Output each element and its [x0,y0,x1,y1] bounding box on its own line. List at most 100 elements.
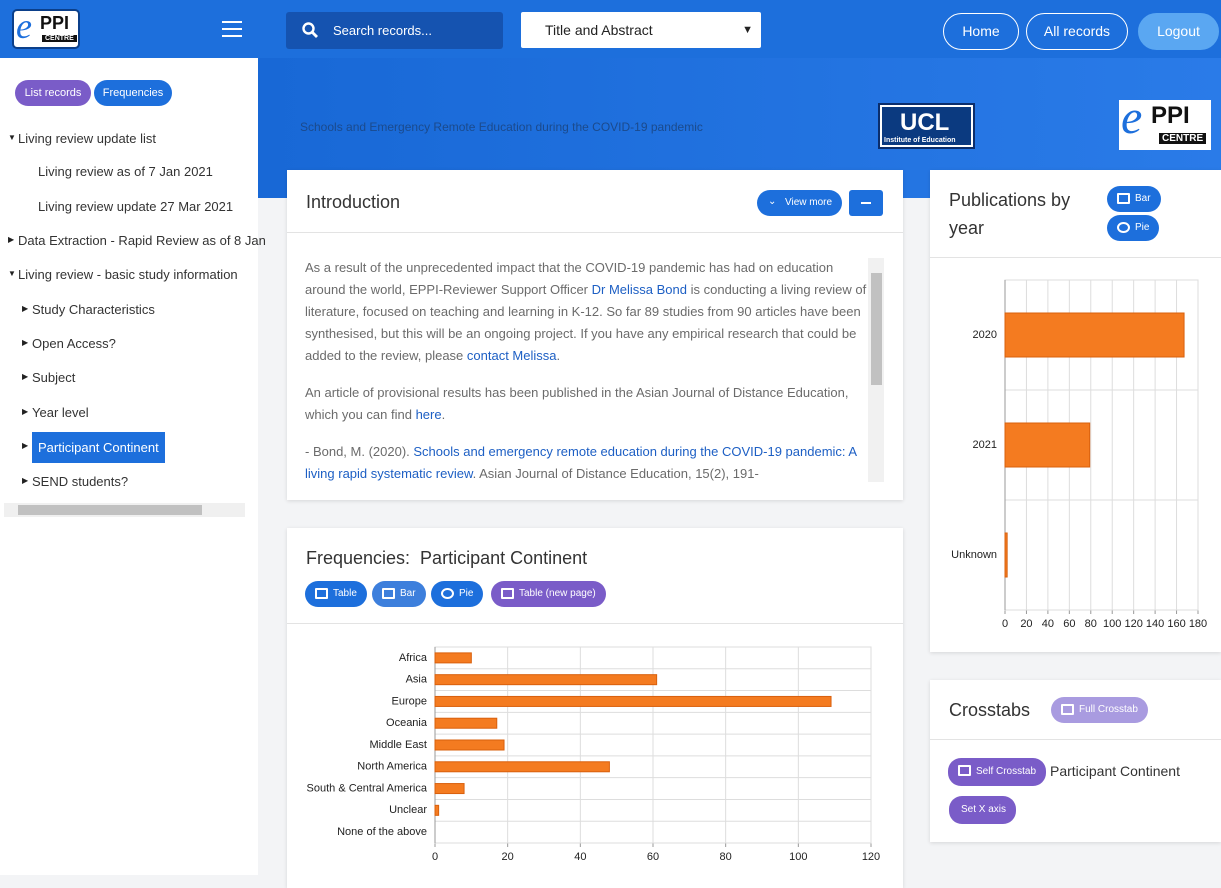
logo-text: PPI [40,13,70,33]
eppi-logo-large: e PPI CENTRE [1119,91,1211,150]
paragraph: An article of provisional results has be… [305,382,868,426]
tree-arrow: ▶ [22,476,29,485]
field-select[interactable]: Title and Abstract ▼ [521,12,761,48]
logo-text: PPI [1151,102,1190,129]
x-tick-label: 120 [1124,618,1142,630]
tree-item[interactable]: Living review - basic study information [18,267,238,282]
link[interactable]: contact Melissa [466,348,557,363]
button-label: Pie [1135,222,1150,233]
table-new-page-button[interactable]: Table (new page) [491,581,606,607]
tree-item[interactable]: Data Extraction - Rapid Review as of 8 J… [18,233,266,248]
y-tick-label: None of the above [337,826,427,838]
y-tick-label: North America [357,761,428,773]
x-tick-label: 60 [1063,618,1075,630]
text: - Bond, M. (2020). [305,444,414,459]
bar [1004,312,1185,358]
card-title: Frequencies: Participant Continent [306,548,588,568]
x-tick-label: 40 [1042,618,1054,630]
continent-chart: 0 20 40 60 80 100 120 Africa Asia Europe Oceania Mi… [307,646,880,863]
y-tick-label: Africa [399,652,428,664]
logo-e: e [16,6,32,46]
tree-arrow: ▼ [8,133,16,142]
publications-chart: 0 20 40 60 80 100 120 140 160 180 2020 2021 Unknown [951,279,1207,630]
y-tick-label: Middle East [370,739,427,751]
button-label: Table [333,588,357,599]
tree-item[interactable]: Open Access? [32,336,116,351]
frequencies-button[interactable]: Frequencies [94,80,172,106]
scroll-thumb [871,273,882,385]
bar-button[interactable]: Bar [372,581,426,607]
tree-arrow: ▶ [22,338,29,347]
self-crosstab-button[interactable]: Self Crosstab [948,758,1047,786]
link[interactable]: Dr Melissa Bond [591,282,687,297]
bar [1004,532,1008,578]
chevron: ⌄ [768,196,777,207]
bar [434,652,472,664]
set-x-axis-button[interactable]: Set X axis [949,796,1017,824]
x-tick-label: 140 [1146,618,1164,630]
button-label: Full Crosstab [1079,704,1138,715]
card-title: Introduction [306,192,401,212]
full-crosstab-button[interactable]: Full Crosstab [1051,697,1148,723]
tree-item[interactable]: Living review update list [18,131,157,146]
view-more-button[interactable]: ⌄ View more [757,190,843,216]
search-box[interactable]: Search records... [286,12,503,49]
eppi-logo[interactable]: e PPI CENTRE [12,6,80,49]
list-records-button[interactable]: List records [15,80,91,106]
nav-button[interactable]: All records [1026,13,1128,50]
button-label: Table (new page) [519,588,596,599]
tree-arrow: ▶ [22,407,29,416]
bar-button[interactable]: Bar [1107,186,1161,212]
button-label: Bar [400,588,416,599]
ucl-text: UCL [900,109,950,136]
search-icon [302,22,318,38]
tree-item[interactable]: SEND students? [32,474,129,489]
scroll-thumb [18,505,202,515]
card-title: Crosstabs [949,700,1031,720]
ucl-sub: Institute of Education [884,137,956,144]
tree-item[interactable]: Living review as of 7 Jan 2021 [38,164,213,179]
bar [434,674,658,686]
x-tick-label: 40 [574,851,586,863]
table-button[interactable]: Table [305,581,367,607]
view-more-label: View more [785,197,833,208]
tree-arrow: ▶ [22,372,29,381]
nav-button[interactable]: Home [943,13,1019,50]
y-tick-label: South & Central America [307,782,428,794]
menu-toggle[interactable] [222,21,242,37]
pie-button[interactable]: Pie [431,581,484,607]
y-tick-label: Asia [406,674,428,686]
text: is conducting a living review of literat… [305,282,867,363]
text: . [556,348,561,363]
bar [434,783,465,795]
text: As a result of the unprecedented impact … [305,260,834,297]
nav-button[interactable]: Logout [1138,13,1219,50]
logo-sub: CENTRE [42,35,77,42]
tree-arrow: ▶ [22,304,29,313]
introduction-card [287,170,903,500]
tree-item[interactable]: Study Characteristics [32,302,155,317]
tree-item[interactable]: Participant Continent [32,432,165,463]
text: . [441,407,446,422]
x-tick-label: 20 [502,851,514,863]
tree-item[interactable]: Year level [32,405,89,420]
y-tick-label: Europe [392,695,427,707]
tree-item[interactable]: Subject [32,370,76,385]
x-tick-label: 80 [1085,618,1097,630]
link[interactable]: Schools and emergency remote education d… [305,444,857,481]
paragraph: As a result of the unprecedented impact … [305,257,868,367]
x-tick-label: 100 [789,851,807,863]
sidebar [0,58,258,875]
pie-button[interactable]: Pie [1107,215,1160,241]
tree-item[interactable]: Living review update 27 Mar 2021 [38,199,234,214]
link[interactable]: here [415,407,442,422]
y-tick-label: 2020 [973,329,997,341]
y-tick-label: Unknown [951,549,997,561]
collapse-button[interactable] [849,190,883,216]
x-tick-label: 100 [1103,618,1121,630]
bar [434,695,832,707]
x-tick-label: 120 [862,851,880,863]
tree-arrow: ▶ [22,441,29,450]
button-label: Bar [1135,193,1151,204]
bar [434,739,505,751]
